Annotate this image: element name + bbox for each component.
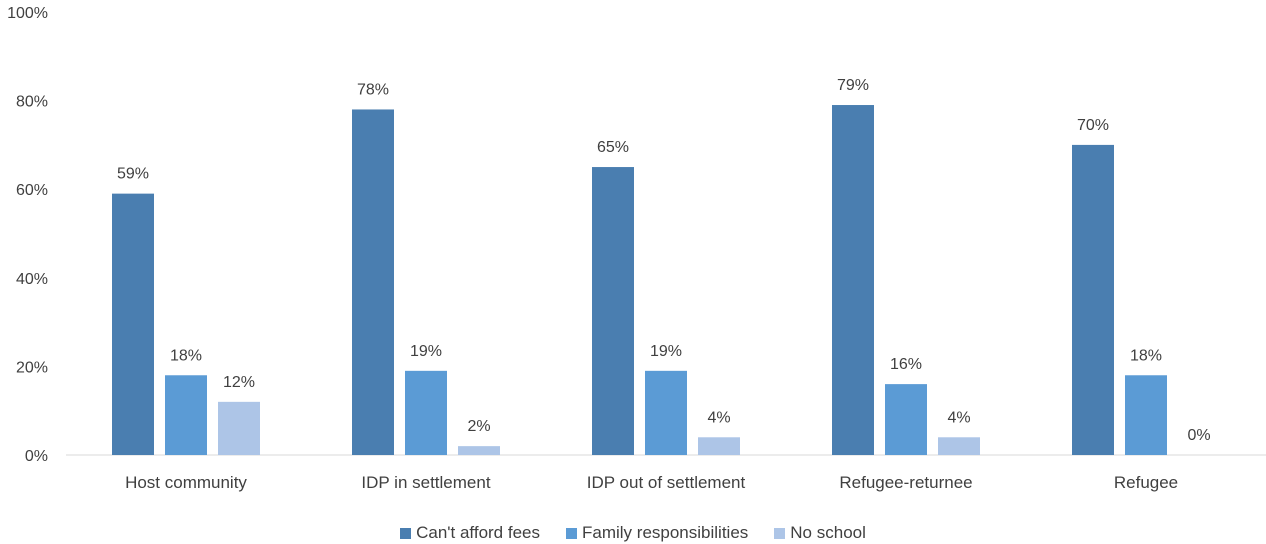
bar: [1125, 375, 1167, 455]
data-label: 18%: [170, 347, 202, 364]
y-tick-label: 0%: [25, 448, 48, 465]
legend-label: No school: [790, 523, 866, 542]
bar: [832, 105, 874, 455]
data-label: 18%: [1130, 347, 1162, 364]
bar: [352, 109, 394, 456]
bar: [405, 370, 447, 455]
data-label: 70%: [1077, 117, 1109, 134]
legend-label: Family responsibilities: [582, 523, 749, 542]
data-label: 4%: [947, 409, 970, 426]
data-label: 19%: [410, 343, 442, 360]
legend-label: Can't afford fees: [416, 523, 540, 542]
legend-swatch: [400, 527, 412, 539]
legend-swatch: [774, 527, 786, 539]
data-label: 16%: [890, 356, 922, 373]
legend-item: Can't afford fees: [400, 523, 540, 543]
y-tick-label: 40%: [16, 271, 48, 288]
data-label: 78%: [357, 81, 389, 98]
data-label: 59%: [117, 166, 149, 183]
y-tick-label: 80%: [16, 94, 48, 111]
data-label: 79%: [837, 77, 869, 94]
data-labels: 59% 18% 12% 78% 19% 2% 65% 19% 4% 79% 16% 4% 70% 18% 0…: [117, 77, 1211, 444]
x-tick-label: Refugee-returnee: [839, 473, 972, 492]
bar: [698, 437, 740, 455]
x-axis: Host community IDP in settlement IDP out o…: [66, 454, 1266, 492]
legend: Can't afford fees Family responsibilities…: [0, 522, 1266, 544]
x-tick-label: IDP in settlement: [361, 473, 490, 492]
y-tick-label: 60%: [16, 182, 48, 199]
x-tick-label: IDP out of settlement: [587, 473, 746, 492]
data-label: 19%: [650, 343, 682, 360]
bar: [938, 437, 980, 455]
bar: [458, 446, 500, 455]
legend-swatch: [566, 527, 577, 539]
data-label: 2%: [467, 418, 490, 435]
bar: [112, 193, 154, 455]
data-label: 65%: [597, 139, 629, 156]
bars: [112, 105, 1167, 456]
bar: [592, 167, 634, 456]
legend-item: No school: [774, 523, 866, 543]
x-tick-label: Refugee: [1114, 473, 1178, 492]
bar: [645, 370, 687, 455]
bar: [218, 401, 260, 455]
data-label: 0%: [1187, 427, 1210, 444]
x-tick-label: Host community: [125, 473, 247, 492]
y-tick-label: 20%: [16, 359, 48, 376]
legend-item: Family responsibilities: [566, 523, 748, 543]
y-axis: 0% 20% 40% 60% 80% 100%: [7, 5, 48, 465]
bar: [165, 375, 207, 455]
data-label: 12%: [223, 374, 255, 391]
y-tick-label: 100%: [7, 5, 48, 22]
bar: [1072, 144, 1114, 455]
data-label: 4%: [707, 409, 730, 426]
bar: [885, 384, 927, 455]
